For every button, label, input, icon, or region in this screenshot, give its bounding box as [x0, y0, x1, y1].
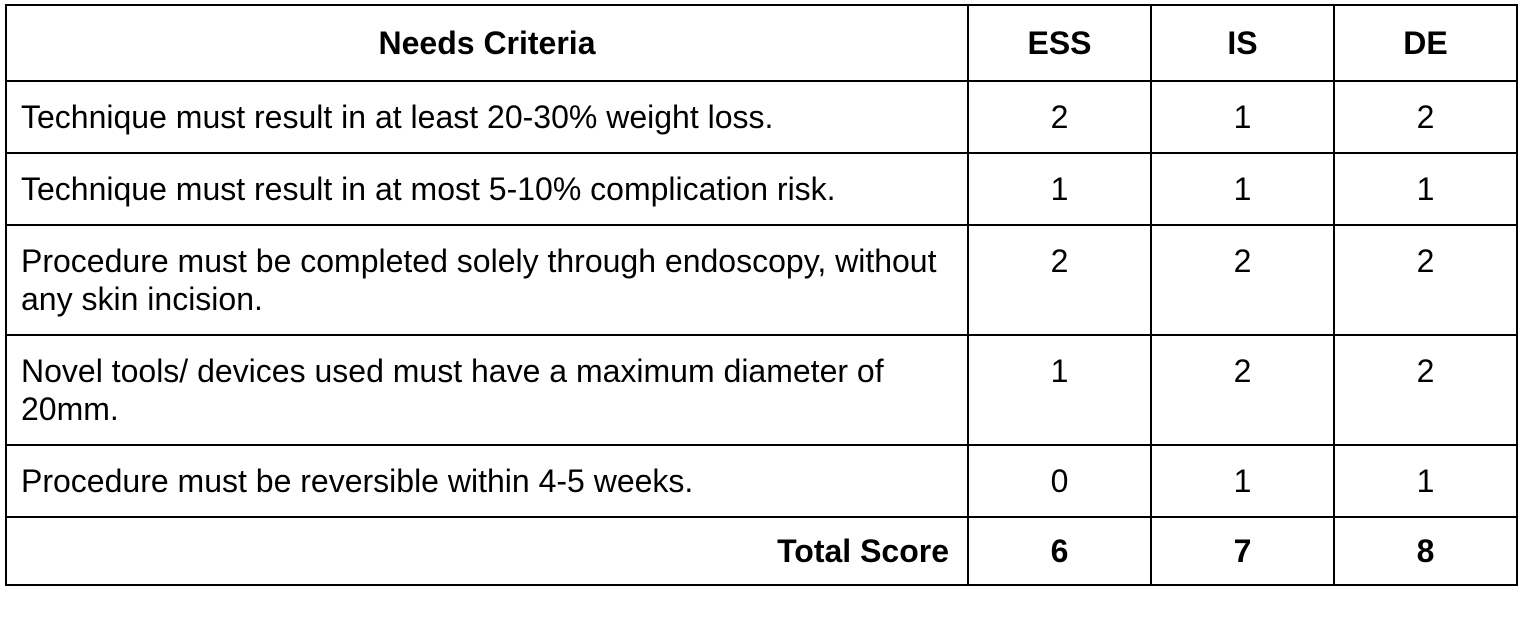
header-row: Needs Criteria ESS IS DE	[5, 4, 1518, 82]
de-score-cell: 2	[1333, 224, 1518, 336]
ess-score-cell: 1	[967, 334, 1152, 446]
is-score-cell: 2	[1150, 224, 1335, 336]
table-row: Technique must result in at most 5-10% c…	[5, 152, 1518, 226]
criterion-cell: Technique must result in at most 5-10% c…	[5, 152, 969, 226]
de-score-cell: 2	[1333, 80, 1518, 154]
is-score-cell: 2	[1150, 334, 1335, 446]
criterion-cell: Procedure must be completed solely throu…	[5, 224, 969, 336]
ess-total-cell: 6	[967, 516, 1152, 586]
de-total-cell: 8	[1333, 516, 1518, 586]
criterion-cell: Technique must result in at least 20-30%…	[5, 80, 969, 154]
table-row: Procedure must be reversible within 4-5 …	[5, 444, 1518, 518]
criterion-cell: Novel tools/ devices used must have a ma…	[5, 334, 969, 446]
de-score-cell: 1	[1333, 152, 1518, 226]
ess-score-cell: 2	[967, 224, 1152, 336]
total-row: Total Score 6 7 8	[5, 516, 1518, 586]
header-de: DE	[1333, 4, 1518, 82]
header-needs-criteria: Needs Criteria	[5, 4, 969, 82]
table-row: Procedure must be completed solely throu…	[5, 224, 1518, 336]
table-row: Technique must result in at least 20-30%…	[5, 80, 1518, 154]
de-score-cell: 2	[1333, 334, 1518, 446]
is-score-cell: 1	[1150, 80, 1335, 154]
needs-criteria-table: Needs Criteria ESS IS DE Technique must …	[5, 4, 1518, 586]
ess-score-cell: 0	[967, 444, 1152, 518]
total-score-label: Total Score	[5, 516, 969, 586]
is-total-cell: 7	[1150, 516, 1335, 586]
ess-score-cell: 1	[967, 152, 1152, 226]
table-row: Novel tools/ devices used must have a ma…	[5, 334, 1518, 446]
header-is: IS	[1150, 4, 1335, 82]
de-score-cell: 1	[1333, 444, 1518, 518]
header-ess: ESS	[967, 4, 1152, 82]
is-score-cell: 1	[1150, 444, 1335, 518]
is-score-cell: 1	[1150, 152, 1335, 226]
criterion-cell: Procedure must be reversible within 4-5 …	[5, 444, 969, 518]
ess-score-cell: 2	[967, 80, 1152, 154]
